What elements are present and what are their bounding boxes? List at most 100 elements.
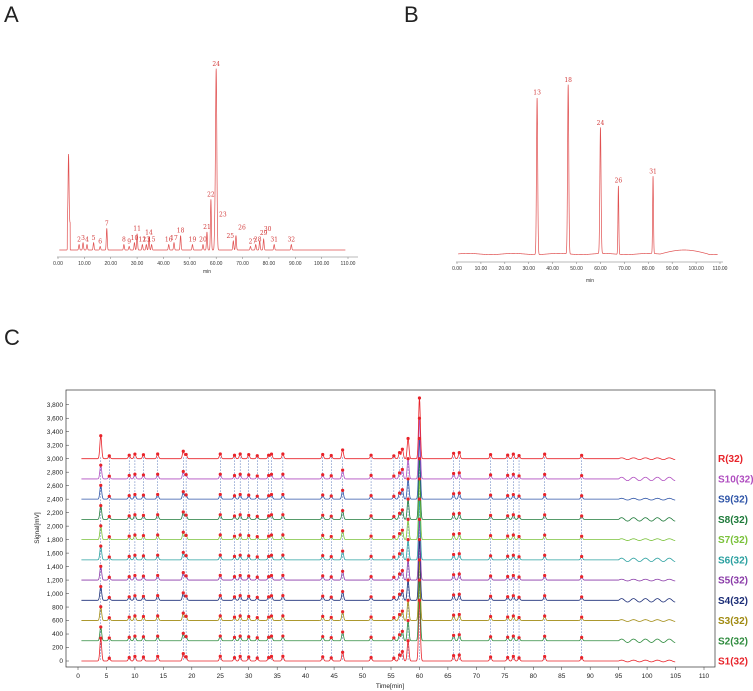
panel-c-trace bbox=[81, 600, 676, 663]
panel-c-peak-marker bbox=[218, 492, 222, 497]
panel-c-peak-marker bbox=[238, 553, 242, 557]
panel-b-x-label: min bbox=[586, 278, 594, 284]
panel-c-peak-marker bbox=[238, 614, 242, 618]
panel-c-peak-marker bbox=[99, 463, 103, 467]
panel-c-peak-marker bbox=[218, 573, 222, 577]
panel-c-peak-marker bbox=[141, 453, 146, 457]
panel-c-peak-marker bbox=[281, 593, 285, 598]
panel-c-peak-marker bbox=[321, 493, 325, 497]
panel-c-peak-marker bbox=[511, 634, 515, 638]
panel-a-peak-label: 14 bbox=[145, 229, 153, 236]
panel-c-peak-marker bbox=[452, 471, 456, 476]
panel-c-peak-marker bbox=[543, 654, 547, 659]
panel-c-peak-marker bbox=[133, 634, 137, 638]
panel-a-peak-label: 9 bbox=[127, 238, 131, 245]
panel-a-x-label: min bbox=[203, 269, 211, 275]
panel-c-peak-marker bbox=[400, 569, 404, 573]
panel-c-peak-marker bbox=[457, 572, 461, 576]
panel-c-peak-marker bbox=[107, 656, 111, 660]
panel-c-peak-marker bbox=[255, 535, 259, 539]
panel-c-peak-marker bbox=[238, 533, 242, 537]
panel-c-peak-marker bbox=[488, 533, 493, 538]
panel-c-peak-marker bbox=[329, 595, 333, 599]
panel-a-peak-label: 26 bbox=[238, 225, 246, 232]
panel-c-traces bbox=[81, 397, 676, 663]
panel-a-x-tick-label: 70.00 bbox=[236, 261, 249, 267]
panel-c-peak-marker bbox=[392, 454, 396, 458]
panel-c-peak-marker bbox=[392, 514, 396, 519]
panel-c-y-tick-label: 3,800 bbox=[47, 402, 64, 409]
panel-c-peak-marker bbox=[488, 453, 493, 457]
panel-c-x-tick-label: 70 bbox=[473, 673, 481, 680]
panel-c-peak-marker bbox=[141, 635, 146, 639]
panel-c-peak-marker bbox=[400, 649, 404, 654]
panel-c-peak-marker bbox=[269, 634, 274, 638]
panel-c-peak-marker bbox=[488, 655, 493, 659]
panel-c-peak-marker bbox=[141, 614, 146, 619]
panel-c-x-label: Time[min] bbox=[376, 683, 404, 690]
panel-c-peak-marker bbox=[406, 578, 410, 582]
panel-c-peak-marker bbox=[369, 514, 373, 518]
panel-c-peak-marker bbox=[156, 654, 160, 658]
panel-c-peak-marker bbox=[269, 573, 274, 578]
panel-c-peak-marker bbox=[400, 467, 404, 472]
panel-b-trace bbox=[458, 84, 718, 255]
panel-c-peak-marker bbox=[238, 634, 242, 638]
panel-c-peak-marker bbox=[457, 511, 461, 515]
panel-c-x-tick-label: 30 bbox=[245, 673, 253, 680]
panel-c-peak-marker bbox=[369, 615, 373, 619]
panel-c-peak-marker bbox=[184, 553, 188, 558]
panel-a-peak-label: 13 bbox=[142, 237, 150, 244]
panel-c-peak-marker bbox=[238, 452, 242, 456]
panel-c-peak-marker bbox=[488, 493, 493, 497]
panel-c-trace bbox=[81, 499, 676, 562]
panel-c-peak-marker bbox=[580, 635, 584, 639]
panel-c-y-ticks: 0 200 400 600 800 1,000 1,200 1,400 1,600 1,800 2,… bbox=[47, 402, 69, 665]
panel-c-peak-marker bbox=[417, 497, 422, 501]
panel-c-peak-marker bbox=[392, 595, 396, 600]
panel-c-peak-marker bbox=[184, 594, 188, 598]
panel-c-peak-marker bbox=[181, 449, 185, 453]
panel-c-peak-marker bbox=[184, 574, 188, 578]
panel-c-peak-marker bbox=[580, 514, 584, 518]
panel-letter-a: A bbox=[4, 2, 19, 27]
panel-c-peak-marker bbox=[417, 598, 422, 602]
panel-c-peak-marker bbox=[488, 594, 493, 598]
panel-a-peak-label: 12 bbox=[139, 237, 147, 244]
panel-c-peak-marker bbox=[457, 592, 461, 596]
panel-a-peak-label: 4 bbox=[85, 237, 89, 244]
panel-c-series-labels: S1(32) S2(32) S3(32) S4(32) S5(32) S6(32) S7(3… bbox=[718, 454, 753, 667]
panel-c-peak-marker bbox=[218, 654, 222, 658]
panel-a-peak-label: 23 bbox=[219, 211, 227, 218]
panel-c-peak-marker bbox=[267, 494, 271, 498]
panel-c-peak-marker bbox=[156, 594, 160, 598]
panel-a-peak-label: 15 bbox=[148, 237, 156, 244]
panel-a-chromatogram: 0.00 10.00 20.00 30.00 40.00 50.00 60.00 70.00 8… bbox=[53, 61, 358, 275]
panel-c-peak-marker bbox=[156, 492, 160, 497]
panel-c-peak-marker bbox=[267, 554, 271, 558]
panel-c-peak-marker bbox=[452, 552, 456, 557]
panel-c-peak-marker bbox=[488, 614, 493, 619]
panel-a-peak-label: 18 bbox=[177, 228, 185, 235]
panel-c-peak-marker bbox=[392, 656, 396, 660]
panel-c-peak-marker bbox=[397, 592, 402, 596]
panel-c-peak-marker bbox=[488, 473, 493, 477]
panel-c-peak-marker bbox=[397, 552, 402, 556]
panel-a-peak-label: 7 bbox=[105, 220, 109, 227]
panel-c-peak-marker bbox=[269, 513, 274, 517]
panel-a-peak-label: 17 bbox=[170, 235, 178, 242]
panel-c-peak-marker bbox=[321, 634, 325, 639]
panel-c-peak-marker bbox=[99, 504, 103, 508]
panel-c-peak-marker bbox=[232, 655, 237, 660]
panel-c-peak-marker bbox=[184, 473, 188, 477]
panel-c-peak-marker bbox=[107, 595, 111, 600]
panel-c-peak-marker bbox=[99, 584, 103, 589]
panel-c-peak-marker bbox=[341, 589, 345, 594]
panel-c-peak-marker bbox=[543, 614, 547, 618]
panel-c-peak-marker bbox=[156, 614, 160, 618]
panel-c-peak-marker bbox=[107, 535, 111, 539]
panel-c-series-label: S10(32) bbox=[718, 474, 753, 485]
panel-c-peak-marker bbox=[400, 447, 404, 451]
panel-c-peak-marker bbox=[417, 517, 422, 521]
panel-c-peak-marker bbox=[269, 533, 274, 537]
